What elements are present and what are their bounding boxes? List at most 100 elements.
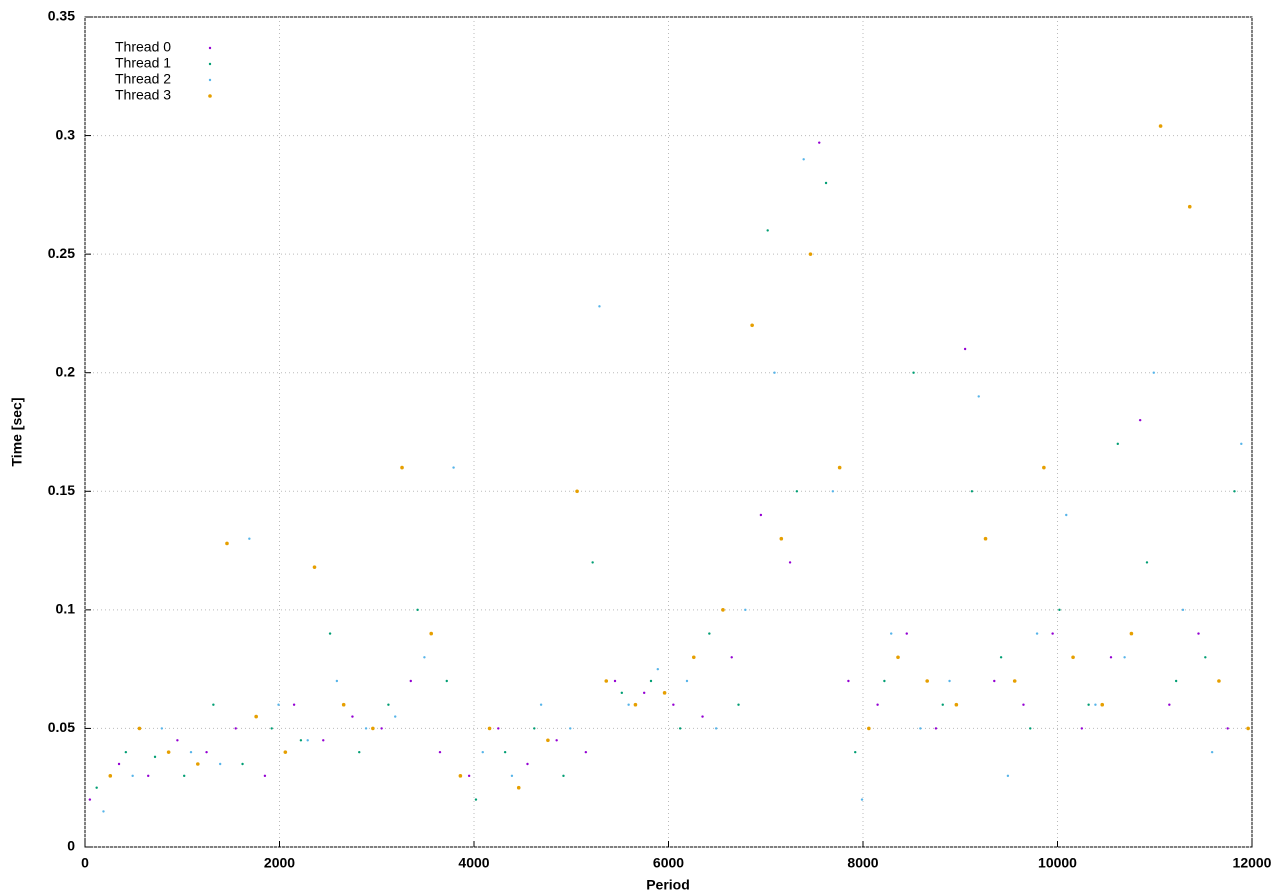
point (744, 608, 747, 612)
point (1246, 726, 1250, 731)
point (299, 739, 303, 742)
point (1168, 703, 1171, 706)
point (248, 537, 251, 540)
point (102, 810, 105, 813)
point (1035, 632, 1039, 635)
point (818, 141, 821, 144)
point (977, 395, 980, 398)
point (88, 798, 92, 801)
point (627, 703, 630, 706)
point (963, 347, 967, 351)
point (445, 679, 448, 683)
point (779, 536, 784, 541)
point (196, 762, 200, 766)
point (730, 656, 733, 659)
point (1123, 656, 1126, 659)
y-tick-label: 0.3 (56, 126, 76, 142)
point (533, 727, 536, 730)
point (176, 739, 179, 742)
point (95, 786, 98, 789)
point (708, 632, 711, 635)
point (890, 632, 893, 635)
point (137, 726, 142, 731)
point (516, 785, 521, 790)
point (225, 541, 229, 546)
point (860, 798, 864, 801)
legend-label: Thread 1 (115, 55, 171, 71)
point (1129, 631, 1134, 636)
point (847, 679, 850, 683)
point (503, 750, 507, 754)
point (147, 774, 150, 778)
point (837, 465, 842, 470)
point (1204, 656, 1207, 659)
point (831, 490, 835, 493)
legend-marker (208, 94, 212, 98)
point (263, 774, 267, 778)
point (277, 703, 280, 706)
point (562, 774, 565, 778)
point (999, 656, 1003, 659)
point (1158, 124, 1163, 128)
point (575, 489, 579, 494)
point (205, 750, 208, 754)
point (824, 181, 828, 185)
point (1029, 727, 1032, 730)
point (429, 631, 434, 636)
x-axis-label: Period (646, 877, 690, 893)
point (1210, 750, 1214, 754)
point (1080, 727, 1084, 730)
y-tick-label: 0.35 (48, 8, 75, 24)
x-tick-label: 10000 (1038, 855, 1077, 871)
point (1012, 679, 1017, 683)
point (876, 703, 879, 706)
point (633, 702, 638, 707)
point (1145, 561, 1149, 564)
point (678, 727, 682, 730)
point (254, 714, 258, 719)
point (941, 703, 944, 706)
x-tick-label: 2000 (264, 855, 295, 871)
point (153, 755, 157, 759)
point (788, 561, 792, 564)
legend-marker (208, 62, 212, 66)
point (1022, 703, 1025, 706)
y-tick-label: 0.15 (48, 482, 75, 498)
point (234, 727, 237, 730)
point (642, 691, 646, 695)
point (510, 774, 514, 778)
point (306, 739, 309, 742)
point (759, 513, 763, 517)
point (970, 490, 974, 493)
point (919, 727, 922, 730)
point (212, 703, 215, 706)
point (1100, 702, 1105, 707)
legend-marker (208, 78, 212, 82)
point (409, 679, 412, 683)
point (526, 762, 529, 766)
point (714, 727, 718, 730)
x-tick-label: 12000 (1233, 855, 1272, 871)
y-tick-label: 0 (67, 838, 75, 854)
point (750, 323, 754, 328)
point (555, 739, 558, 742)
point (1233, 490, 1236, 493)
point (656, 667, 660, 671)
point (854, 750, 857, 754)
point (117, 762, 121, 766)
point (954, 702, 959, 707)
point (613, 679, 617, 683)
y-tick-label: 0.25 (48, 245, 75, 261)
point (341, 702, 346, 707)
point (380, 727, 383, 730)
point (912, 371, 915, 374)
point (1087, 703, 1090, 706)
x-tick-label: 4000 (458, 855, 489, 871)
point (182, 774, 186, 778)
point (867, 726, 871, 731)
y-tick-label: 0.1 (56, 601, 76, 617)
y-tick-label: 0.2 (56, 363, 76, 379)
legend-label: Thread 0 (115, 39, 171, 55)
point (131, 774, 134, 778)
point (335, 679, 339, 683)
